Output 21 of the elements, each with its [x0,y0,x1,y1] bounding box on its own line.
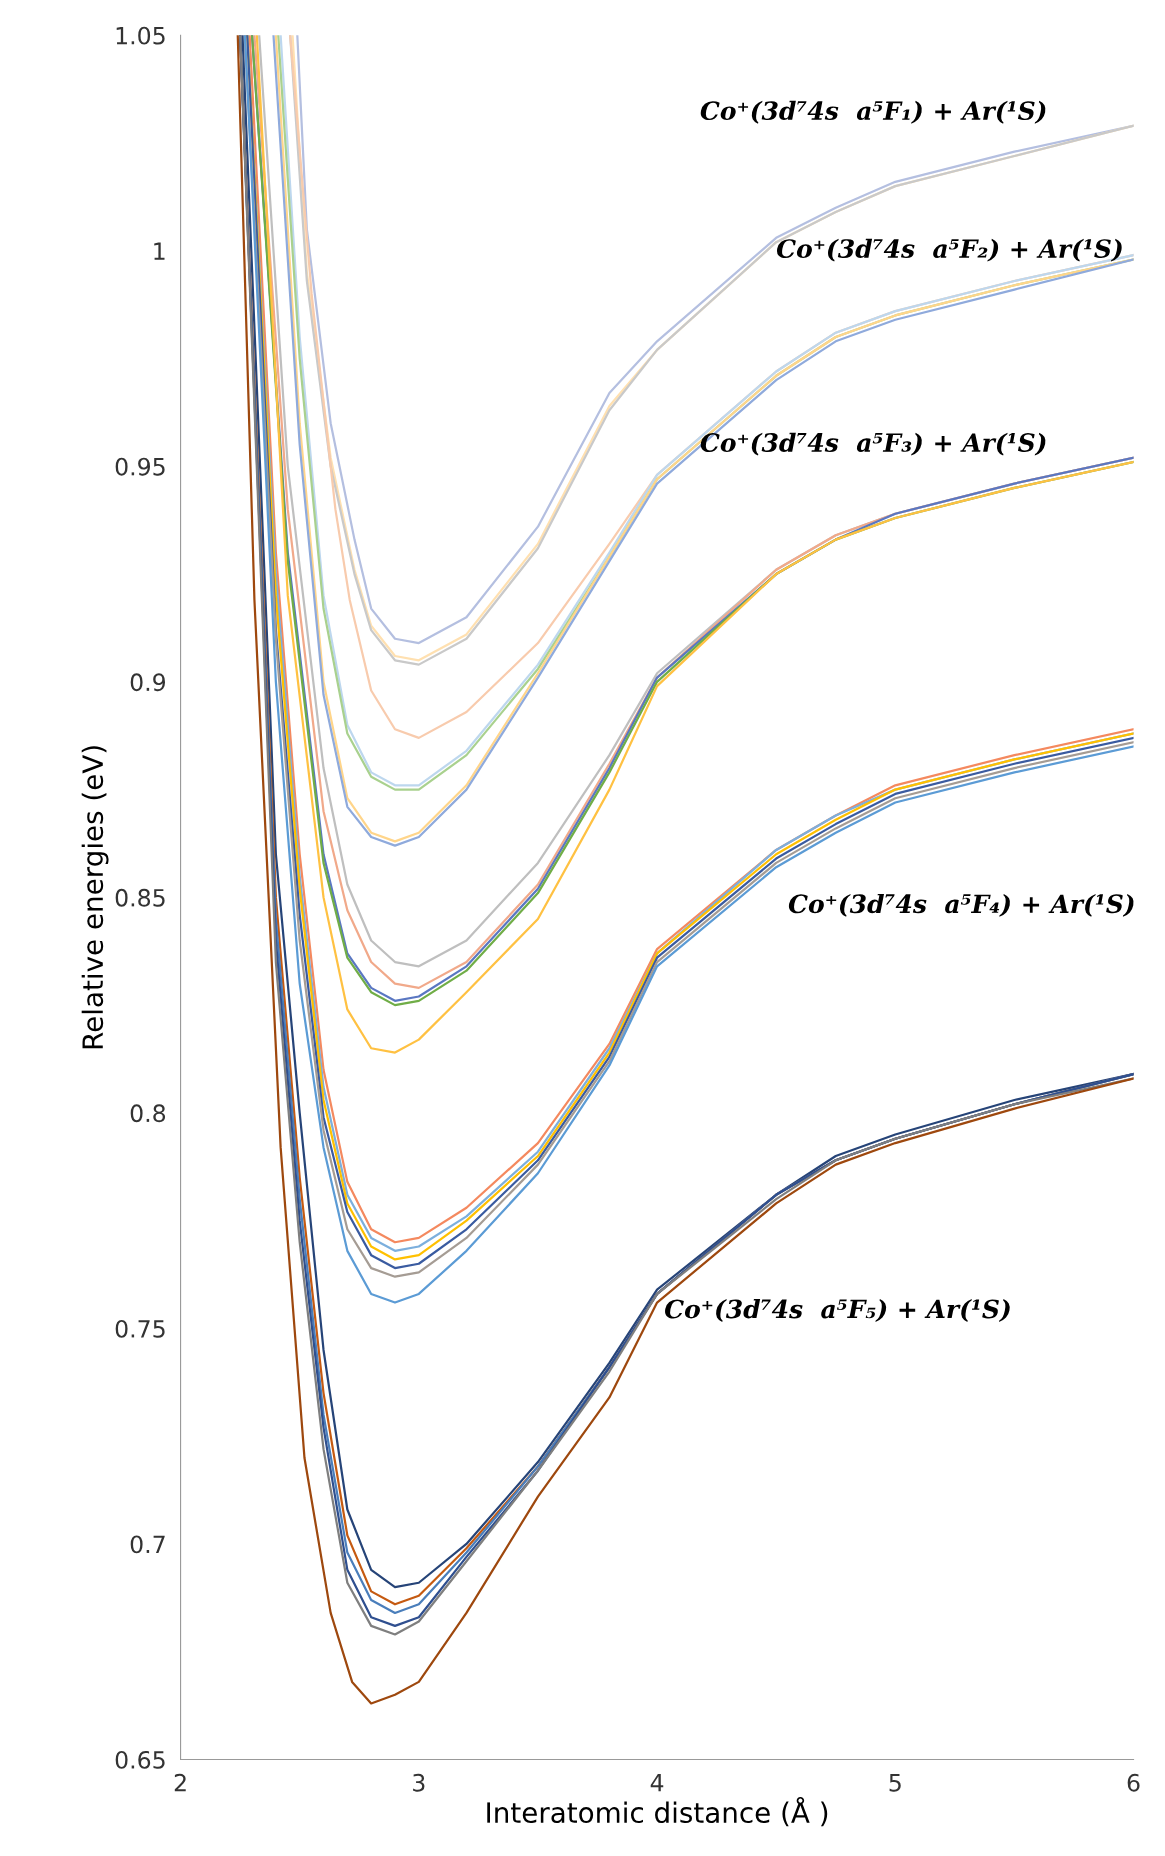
y-tick-label: 0.8 [130,1104,166,1123]
y-tick-label: 0.9 [130,673,166,692]
x-tick-label: 2 [174,1773,186,1792]
x-axis-title: Interatomic distance (Å ) [487,1796,828,1827]
y-tick-label: 0.85 [115,888,165,907]
annotation: Co⁺(3d⁷4s a⁵F₁) + Ar(¹S) [700,100,1046,124]
annotation: Co⁺(3d⁷4s a⁵F₅) + Ar(¹S) [665,1299,1010,1322]
annotation: Co⁺(3d⁷4s a⁵F₂) + Ar(¹S) [777,238,1122,262]
y-tick-label: 1.05 [116,26,165,45]
y-tick-label: 0.7 [130,1535,165,1554]
y-tick-label: 0.65 [115,1750,165,1769]
x-tick-label: 4 [650,1774,664,1792]
y-axis-title: Relative energies (eV) [81,746,109,1049]
y-tick-label: 0.75 [115,1319,165,1338]
annotation: Co⁺(3d⁷4s a⁵F₃) + Ar(¹S) [700,432,1046,456]
annotation: Co⁺(3d⁷4s a⁵F₄) + Ar(¹S) [788,893,1134,917]
y-tick-label: 1 [154,242,165,260]
y-tick-label: 0.95 [115,457,165,476]
x-tick-label: 3 [413,1773,425,1792]
x-tick-label: 5 [889,1774,901,1792]
x-tick-label: 6 [1127,1773,1140,1792]
